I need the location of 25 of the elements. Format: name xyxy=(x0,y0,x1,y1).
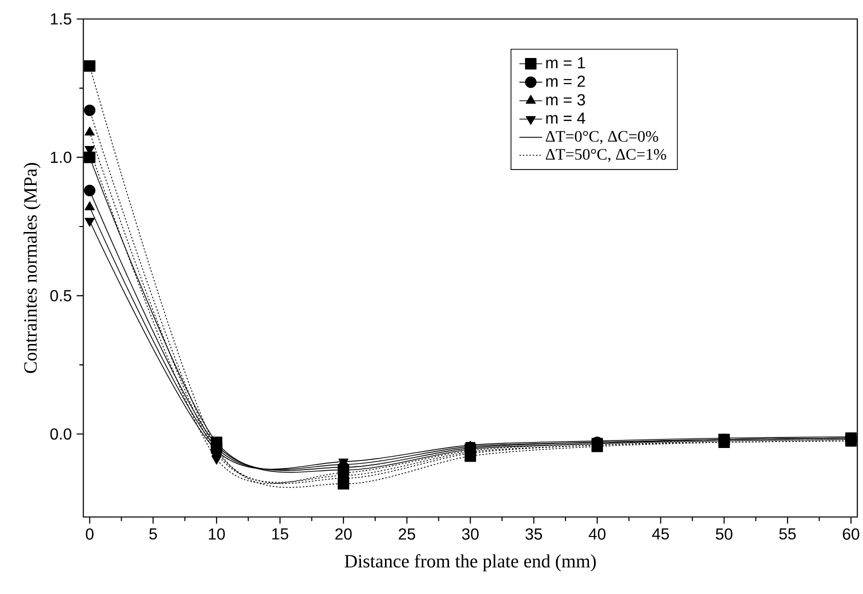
y-axis-title: Contraintes normales (MPa) xyxy=(24,163,41,373)
x-tick-label: 40 xyxy=(588,528,606,540)
y-tick-label: 0.0 xyxy=(50,428,72,440)
y-tick-label: 0.5 xyxy=(50,290,72,302)
x-tick-label: 35 xyxy=(525,528,542,540)
x-tick-label: 50 xyxy=(716,528,732,540)
x-tick-label: 0 xyxy=(86,528,94,540)
legend-label: m = 1 xyxy=(546,57,585,68)
x-tick-label: 10 xyxy=(208,528,225,540)
y-tick-label: 1.5 xyxy=(50,13,72,25)
x-tick-label: 55 xyxy=(779,528,796,540)
legend-label: m = 3 xyxy=(546,94,585,106)
x-tick-label: 45 xyxy=(652,528,669,540)
legend-label: m = 4 xyxy=(546,112,586,124)
x-tick-label: 60 xyxy=(842,528,860,540)
legend-label: m = 2 xyxy=(546,76,585,87)
x-tick-label: 20 xyxy=(335,528,352,540)
x-axis-title: Distance from the plate end (mm) xyxy=(344,554,596,572)
x-tick-label: 25 xyxy=(398,528,416,540)
x-tick-label: 5 xyxy=(149,528,157,540)
annotation: ΔT=50°C, ΔC=1% xyxy=(546,148,666,162)
annotation: ΔT=0°C, ΔC=0% xyxy=(546,130,658,144)
x-tick-label: 30 xyxy=(462,528,479,540)
y-tick-label: 1.0 xyxy=(50,152,72,163)
x-tick-label: 15 xyxy=(272,528,288,540)
